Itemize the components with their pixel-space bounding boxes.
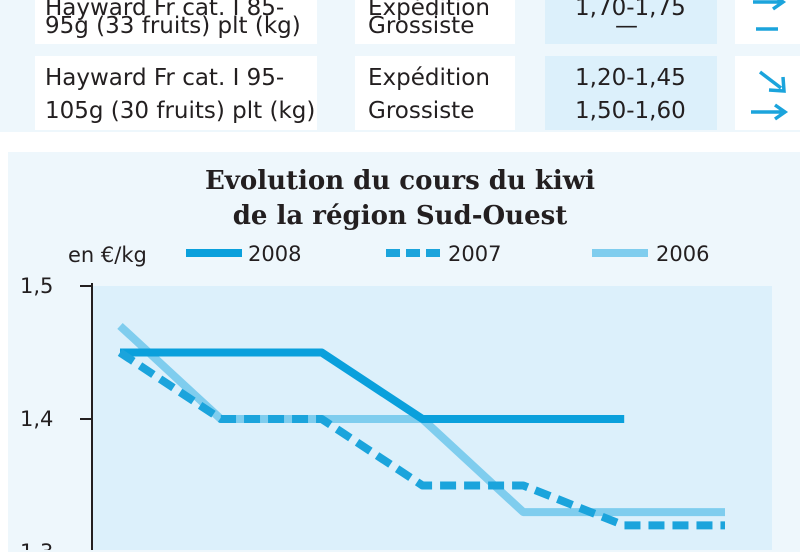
product-name-line2: 105g (30 fruits) plt (kg) xyxy=(45,98,316,124)
product-name-line1: Hayward Fr cat. I 95- xyxy=(45,65,285,91)
product-cell: Hayward Fr cat. I 85- 95g (33 fruits) pl… xyxy=(35,0,317,44)
price-line2: — xyxy=(615,13,638,39)
product-cell: Hayward Fr cat. I 95- 105g (30 fruits) p… xyxy=(35,56,317,130)
dash-icon xyxy=(756,27,778,31)
y-axis-label: en €/kg xyxy=(68,243,147,267)
series-line-2007 xyxy=(117,349,725,530)
series-line-2008 xyxy=(120,348,625,423)
stage-line1: Expédition xyxy=(368,0,490,21)
price-table: Hayward Fr cat. I 85- 95g (33 fruits) pl… xyxy=(0,0,800,132)
price-cell: 1,70-1,75 — xyxy=(545,0,717,44)
y-tick-label: 1,3 xyxy=(20,540,53,550)
stage-cell: Expédition Grossiste xyxy=(355,56,515,130)
arrow-right-icon xyxy=(753,0,787,11)
price-line2: 1,50-1,60 xyxy=(575,98,686,124)
arrow-right-icon xyxy=(751,103,789,121)
price-line1: 1,70-1,75 xyxy=(575,0,686,21)
trend-cell xyxy=(735,0,800,44)
legend-label-2008: 2008 xyxy=(248,242,301,266)
product-name-line2: 95g (33 fruits) plt (kg) xyxy=(45,13,301,39)
legend-label-2007: 2007 xyxy=(448,242,501,266)
price-line1: 1,20-1,45 xyxy=(575,65,686,91)
price-cell: 1,20-1,45 1,50-1,60 xyxy=(545,56,717,130)
chart-title-line1: Evolution du cours du kiwi xyxy=(204,166,596,196)
arrow-down-right-icon xyxy=(758,70,786,93)
stage-line2: Grossiste xyxy=(368,13,475,39)
stage-line2: Grossiste xyxy=(368,98,475,124)
chart-title-line2: de la région Sud-Ouest xyxy=(232,201,568,231)
stage-cell: Expédition Grossiste xyxy=(355,0,515,44)
stage-line1: Expédition xyxy=(368,65,490,91)
y-tick-label: 1,4 xyxy=(20,407,53,431)
product-name-line1: Hayward Fr cat. I 85- xyxy=(45,0,285,21)
legend-label-2006: 2006 xyxy=(656,242,709,266)
trend-cell xyxy=(735,56,800,130)
y-tick-label: 1,5 xyxy=(20,274,53,298)
